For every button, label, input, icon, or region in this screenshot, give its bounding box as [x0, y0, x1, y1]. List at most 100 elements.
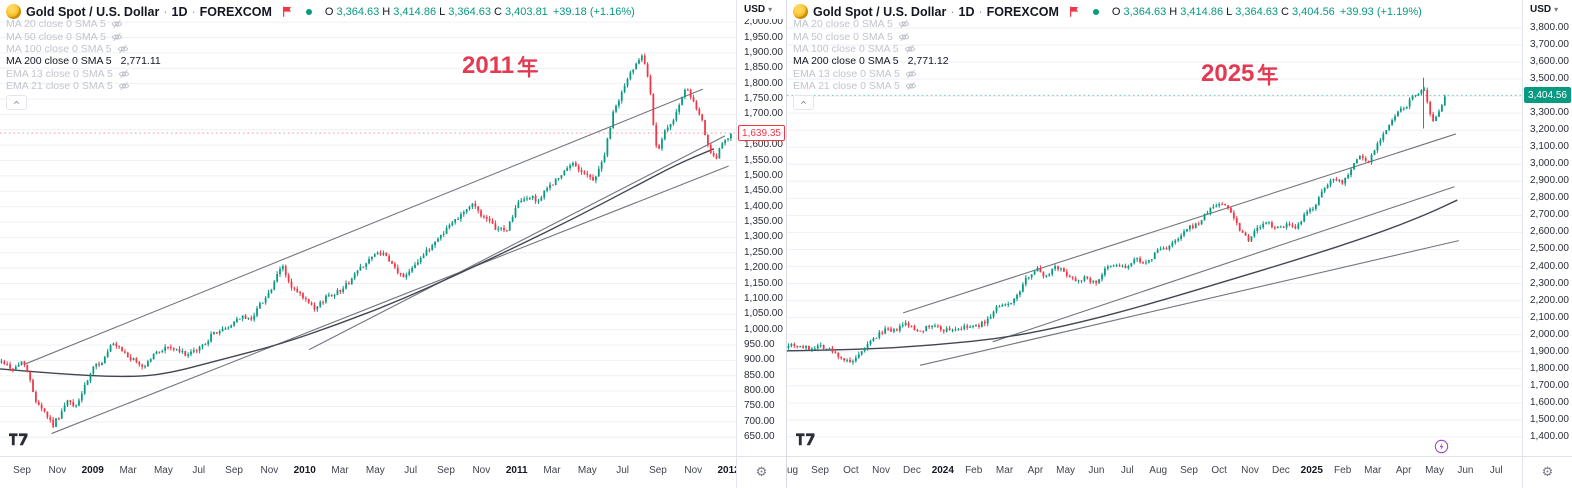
price-tick-label: 3,000.00 [1530, 158, 1569, 170]
time-tick-label: Oct [843, 465, 859, 476]
indicator-label: MA 100 close 0 SMA 5 [793, 42, 899, 55]
price-tick-label: 1,450.00 [744, 185, 783, 197]
price-tick-label: 1,400.00 [744, 200, 783, 212]
chevron-up-icon [13, 100, 20, 104]
price-tick-label: 3,700.00 [1530, 38, 1569, 50]
time-tick-label: Apr [1027, 465, 1044, 476]
price-tick-label: 2,100.00 [1530, 311, 1569, 323]
change-value: +39.93 (+1.19%) [1339, 5, 1422, 18]
symbol-title[interactable]: Gold Spot / U.S. Dollar [26, 4, 160, 19]
trendline-drawing[interactable] [24, 88, 704, 365]
indicator-row[interactable]: MA 20 close 0 SMA 5 [793, 18, 949, 30]
trendline-drawing[interactable] [992, 186, 1455, 343]
eye-off-icon[interactable] [898, 18, 910, 30]
ma-200-line[interactable] [787, 199, 1458, 352]
time-tick-label: Jun [1088, 465, 1105, 476]
last-price-label: 3,404.56 [1524, 87, 1571, 104]
indicator-label: EMA 13 close 0 SMA 5 [6, 67, 113, 80]
price-tick-label: 1,800.00 [744, 77, 783, 89]
indicator-row[interactable]: EMA 13 close 0 SMA 5 [6, 68, 161, 80]
eye-off-icon[interactable] [904, 43, 916, 55]
indicator-row[interactable]: MA 200 close 0 SMA 5 2,771.12 [793, 55, 949, 67]
trendline-drawing[interactable] [51, 165, 729, 435]
eye-off-icon[interactable] [111, 31, 123, 43]
symbol-logo[interactable] [6, 4, 21, 19]
eye-off-icon[interactable] [905, 80, 917, 92]
symbol-logo[interactable] [793, 4, 808, 19]
trendline-drawing[interactable] [902, 133, 1457, 314]
time-tick-label: Mar [995, 465, 1014, 476]
indicator-row[interactable]: MA 100 close 0 SMA 5 [6, 43, 161, 55]
year-annotation[interactable]: 2025 [1201, 60, 1279, 88]
trendline-drawing[interactable] [308, 135, 726, 351]
price-tick-label: 850.00 [744, 369, 775, 381]
indicator-row[interactable]: EMA 21 close 0 SMA 5 [793, 80, 949, 92]
indicator-row[interactable]: MA 50 close 0 SMA 5 [793, 30, 949, 43]
candlestick-series[interactable] [787, 87, 1446, 365]
time-axis[interactable]: Sep Nov 2009 Mar May Jul Sep Nov 2010 Mar May Jul Se… [0, 457, 736, 488]
flag-icon[interactable] [281, 5, 293, 18]
time-tick-label: Jul [616, 465, 630, 476]
indicator-row[interactable]: EMA 13 close 0 SMA 5 [793, 68, 949, 80]
gear-icon[interactable]: ⚙ [1541, 465, 1554, 480]
price-tick-label: 1,750.00 [744, 93, 783, 104]
open-value: 3,364.63 [1123, 5, 1167, 18]
price-tick-label: 1,600.00 [744, 139, 783, 151]
eye-off-icon[interactable] [117, 43, 129, 55]
gear-icon[interactable]: ⚙ [755, 465, 768, 480]
time-tick-label: Nov [472, 465, 491, 476]
eye-off-icon[interactable] [118, 80, 130, 92]
event-lightning-icon[interactable] [1434, 439, 1449, 454]
flag-icon[interactable] [1068, 5, 1080, 18]
time-tick-label: Mar [119, 465, 137, 476]
price-axis[interactable]: USD ▾ 2,000.00 1,950.00 1,900.00 1,850.00 1,… [736, 0, 786, 457]
currency-selector[interactable]: USD ▾ [737, 0, 786, 19]
indicator-row[interactable]: MA 100 close 0 SMA 5 [793, 43, 949, 55]
price-tick-label: 700.00 [744, 415, 775, 427]
interval-label[interactable]: 1D [958, 4, 975, 19]
eye-off-icon[interactable] [118, 68, 130, 80]
price-chart-2011[interactable] [0, 0, 736, 456]
price-tick-label: 2,900.00 [1530, 175, 1569, 187]
price-chart-2025[interactable] [787, 0, 1522, 456]
tradingview-watermark[interactable] [796, 433, 815, 451]
eye-off-icon[interactable] [898, 31, 910, 43]
exchange-label[interactable]: FOREXCOM [199, 4, 272, 19]
legend-collapse-button[interactable] [793, 95, 814, 110]
time-axis[interactable]: Aug Sep Oct Nov Dec 2024 Feb Mar Apr May Jun Jul Aug… [787, 457, 1522, 488]
tradingview-watermark[interactable] [9, 433, 28, 451]
indicator-label: MA 50 close 0 SMA 5 [6, 30, 106, 43]
price-tick-label: 2,000.00 [1530, 328, 1569, 340]
time-tick-year: 2024 [931, 465, 954, 476]
exchange-label[interactable]: FOREXCOM [986, 4, 1059, 19]
ma-200-line[interactable] [0, 148, 715, 378]
separator-dot: · [191, 4, 196, 19]
indicator-row[interactable]: MA 200 close 0 SMA 5 2,771.11 [6, 55, 161, 67]
annotation-number: 2011 [462, 52, 515, 79]
legend-collapse-button[interactable] [6, 95, 27, 110]
nian-character-glyph [1256, 63, 1279, 86]
currency-selector[interactable]: USD ▾ [1523, 0, 1572, 19]
eye-off-icon[interactable] [905, 68, 917, 80]
price-tick-label: 2,500.00 [1530, 243, 1569, 255]
price-tick-label: 1,400.00 [1530, 430, 1569, 442]
candlestick-series[interactable] [0, 53, 732, 429]
trendline-drawing[interactable] [919, 240, 1459, 366]
grid-lines [787, 27, 1522, 438]
ohlc-values: O 3,364.63 H 3,414.86 L 3,364.63 C 3,404.56 … [1112, 6, 1422, 18]
price-axis[interactable]: USD ▾ 3,800.00 3,700.00 3,600.00 3,500.00 3,… [1522, 0, 1572, 457]
symbol-title[interactable]: Gold Spot / U.S. Dollar [813, 4, 947, 19]
indicator-row[interactable]: MA 20 close 0 SMA 5 [6, 18, 161, 30]
indicator-label: MA 20 close 0 SMA 5 [6, 18, 106, 31]
price-tick-label: 3,600.00 [1530, 56, 1569, 68]
interval-label[interactable]: 1D [171, 4, 188, 19]
indicator-row[interactable]: MA 50 close 0 SMA 5 [6, 30, 161, 43]
separator-dot: · [950, 4, 955, 19]
year-annotation[interactable]: 2011 [462, 52, 539, 80]
indicator-row[interactable]: EMA 21 close 0 SMA 5 [6, 80, 161, 92]
price-tick-label: 1,550.00 [744, 154, 783, 166]
time-tick-label: Apr [1395, 465, 1412, 476]
chevron-down-icon: ▾ [768, 5, 773, 14]
eye-off-icon[interactable] [111, 18, 123, 30]
market-status-dot [1092, 8, 1099, 15]
